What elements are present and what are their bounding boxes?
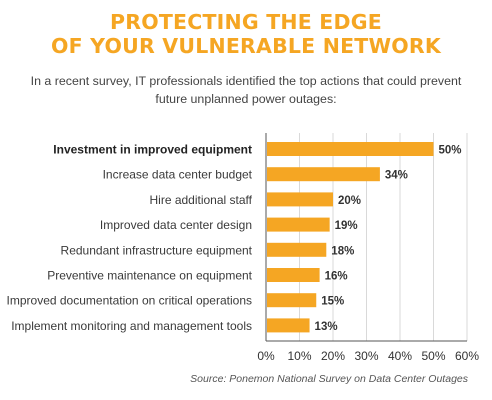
bar <box>267 318 310 333</box>
value-label: 34% <box>385 170 408 182</box>
bar <box>267 268 320 282</box>
value-label: 20% <box>338 195 361 207</box>
title-line-2: OF YOUR VULNERABLE NETWORK <box>51 34 441 58</box>
value-label: 16% <box>325 271 348 283</box>
title-line-1: PROTECTING THE EDGE <box>110 10 382 34</box>
category-label: Investment in improved equipment <box>53 143 252 157</box>
source-note: Source: Ponemon National Survey on Data … <box>190 373 468 385</box>
bar <box>267 293 317 308</box>
x-tick-label: 0% <box>257 349 275 363</box>
category-label: Increase data center budget <box>103 168 253 182</box>
bar <box>267 217 330 232</box>
category-label: Improved documentation on critical opera… <box>7 294 252 308</box>
category-label: Improved data center design <box>100 218 252 232</box>
category-label: Preventive maintenance on equipment <box>47 269 252 283</box>
x-tick-label: 40% <box>388 349 412 363</box>
x-tick-label: 10% <box>287 349 311 363</box>
bar <box>267 167 380 182</box>
subtitle-line-2: future unplanned power outages: <box>155 92 337 106</box>
x-tick-label: 50% <box>421 349 445 363</box>
x-tick-label: 30% <box>354 349 378 363</box>
x-tick-label: 60% <box>455 349 479 363</box>
bar <box>267 242 327 257</box>
x-tick-label: 20% <box>321 349 345 363</box>
category-label: Implement monitoring and management tool… <box>11 319 252 333</box>
category-label: Hire additional staff <box>149 193 252 207</box>
bar <box>267 142 434 156</box>
category-label: Redundant infrastructure equipment <box>61 243 253 257</box>
value-label: 15% <box>321 296 344 308</box>
value-label: 50% <box>439 145 462 157</box>
bar <box>267 192 333 207</box>
subtitle-line-1: In a recent survey, IT professionals ide… <box>30 74 462 88</box>
value-label: 18% <box>331 245 354 257</box>
value-label: 13% <box>315 321 338 333</box>
value-label: 19% <box>335 220 358 232</box>
